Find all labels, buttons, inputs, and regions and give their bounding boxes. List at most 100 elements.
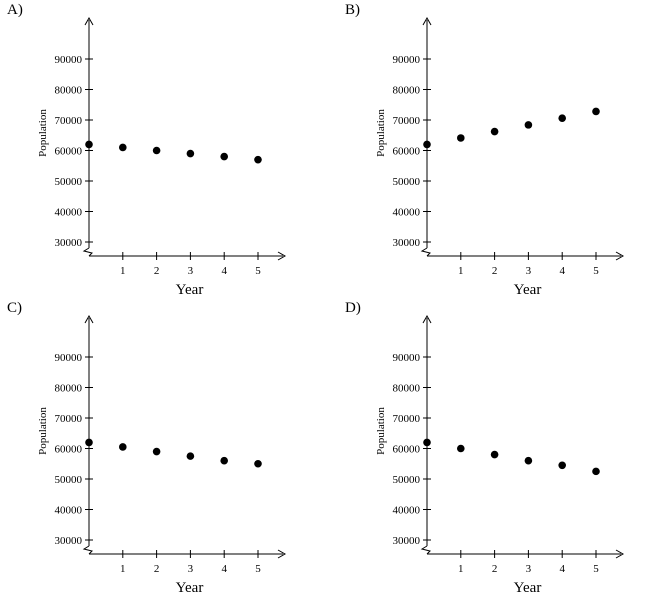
y-tick-label: 50000 xyxy=(55,474,83,486)
x-tick-label: 4 xyxy=(559,563,565,575)
x-axis-label: Year xyxy=(176,282,204,298)
axis-break xyxy=(82,247,93,257)
x-tick-label: 2 xyxy=(154,563,160,575)
chart-panel-d: D) 30000 40000 50000 60000 70000 80000 90000 1 2… xyxy=(338,298,650,597)
y-tick-label: 70000 xyxy=(55,413,83,425)
x-tick-label: 1 xyxy=(120,265,126,277)
data-point xyxy=(457,134,465,142)
y-tick-label: 60000 xyxy=(55,444,83,456)
option-label: D) xyxy=(345,300,361,316)
x-tick-label: 4 xyxy=(559,265,565,277)
axis-break xyxy=(420,545,431,555)
x-tick-label: 3 xyxy=(188,265,194,277)
data-point xyxy=(254,459,262,468)
chart-panel-c: C) 30000 40000 50000 60000 70000 80000 90000 1 2… xyxy=(0,298,325,597)
y-axis-label: Population xyxy=(37,407,49,455)
option-label: B) xyxy=(345,2,360,18)
y-tick-label: 50000 xyxy=(393,474,421,486)
data-point xyxy=(592,467,600,476)
y-tick-label: 50000 xyxy=(393,176,421,188)
y-axis-label: Population xyxy=(375,109,387,157)
y-tick-label: 30000 xyxy=(393,535,421,547)
data-point xyxy=(186,452,195,460)
x-tick-label: 5 xyxy=(593,265,599,277)
x-axis-label: Year xyxy=(514,282,542,298)
data-point xyxy=(220,456,228,465)
data-point xyxy=(119,143,127,152)
axis-break xyxy=(82,545,93,555)
y-tick-label: 30000 xyxy=(55,237,83,249)
data-point xyxy=(558,114,566,122)
x-tick-label: 1 xyxy=(458,563,464,575)
y-tick-label: 90000 xyxy=(393,54,421,66)
y-tick-label: 60000 xyxy=(55,146,83,158)
x-tick-label: 4 xyxy=(221,265,227,277)
x-tick-label: 5 xyxy=(593,563,599,575)
x-tick-label: 3 xyxy=(526,563,532,575)
x-tick-label: 4 xyxy=(221,563,227,575)
data-point xyxy=(490,450,499,459)
y-axis-arrow xyxy=(422,16,432,26)
data-point xyxy=(524,456,533,465)
data-point xyxy=(558,461,566,470)
y-axis-arrow xyxy=(84,314,94,324)
x-axis-arrow xyxy=(615,549,625,559)
y-axis-arrow xyxy=(84,16,94,26)
y-tick-label: 50000 xyxy=(55,176,83,188)
y-tick-label: 60000 xyxy=(393,146,421,158)
data-point xyxy=(592,107,600,116)
option-label: C) xyxy=(7,300,22,316)
y-tick-label: 40000 xyxy=(55,505,83,517)
y-tick-label: 40000 xyxy=(393,505,421,517)
scatter-chart: 30000 40000 50000 60000 70000 80000 90000 1 2 3 4 5… xyxy=(37,16,287,298)
x-axis-arrow xyxy=(277,549,287,559)
x-axis-arrow xyxy=(277,251,287,261)
x-axis-label: Year xyxy=(176,580,204,596)
y-tick-label: 70000 xyxy=(55,115,83,127)
data-point xyxy=(457,444,465,453)
x-tick-label: 5 xyxy=(255,265,261,277)
x-tick-label: 2 xyxy=(492,265,498,277)
y-tick-label: 40000 xyxy=(55,207,83,219)
y-tick-label: 90000 xyxy=(55,352,83,364)
x-tick-label: 3 xyxy=(526,265,532,277)
chart-panel-b: B) 30000 40000 50000 60000 70000 80000 90000 1 2… xyxy=(338,0,650,299)
y-tick-label: 30000 xyxy=(55,535,83,547)
x-axis-arrow xyxy=(615,251,625,261)
y-tick-label: 80000 xyxy=(393,85,421,97)
scatter-chart: 30000 40000 50000 60000 70000 80000 90000 1 2 3 4 5… xyxy=(37,314,287,596)
x-tick-label: 5 xyxy=(255,563,261,575)
data-point xyxy=(220,152,228,161)
y-tick-label: 70000 xyxy=(393,115,421,127)
data-point xyxy=(119,443,127,451)
data-point xyxy=(490,127,499,136)
y-tick-label: 30000 xyxy=(393,237,421,249)
y-tick-label: 80000 xyxy=(55,383,83,395)
data-point xyxy=(85,140,93,149)
y-tick-label: 80000 xyxy=(393,383,421,395)
y-tick-label: 40000 xyxy=(393,207,421,219)
y-tick-label: 90000 xyxy=(393,352,421,364)
axis-break xyxy=(420,247,431,257)
y-tick-label: 90000 xyxy=(55,54,83,66)
data-point xyxy=(423,438,431,447)
x-axis-label: Year xyxy=(514,580,542,596)
data-point xyxy=(152,146,161,155)
option-label: A) xyxy=(7,2,23,18)
x-tick-label: 2 xyxy=(492,563,498,575)
scatter-chart: 30000 40000 50000 60000 70000 80000 90000 1 2 3 4 5… xyxy=(375,16,625,298)
y-axis-arrow xyxy=(422,314,432,324)
data-point xyxy=(254,155,262,164)
x-tick-label: 1 xyxy=(120,563,126,575)
chart-panel-a: A) 30000 40000 50000 60000 70000 80000 90000 1 2… xyxy=(0,0,325,299)
y-tick-label: 60000 xyxy=(393,444,421,456)
data-point xyxy=(423,140,431,149)
x-tick-label: 3 xyxy=(188,563,194,575)
y-axis-label: Population xyxy=(375,407,387,455)
x-tick-label: 2 xyxy=(154,265,160,277)
data-point xyxy=(85,438,93,447)
y-tick-label: 70000 xyxy=(393,413,421,425)
data-point xyxy=(152,447,161,456)
scatter-chart: 30000 40000 50000 60000 70000 80000 90000 1 2 3 4 5… xyxy=(375,314,625,596)
y-tick-label: 80000 xyxy=(55,85,83,97)
